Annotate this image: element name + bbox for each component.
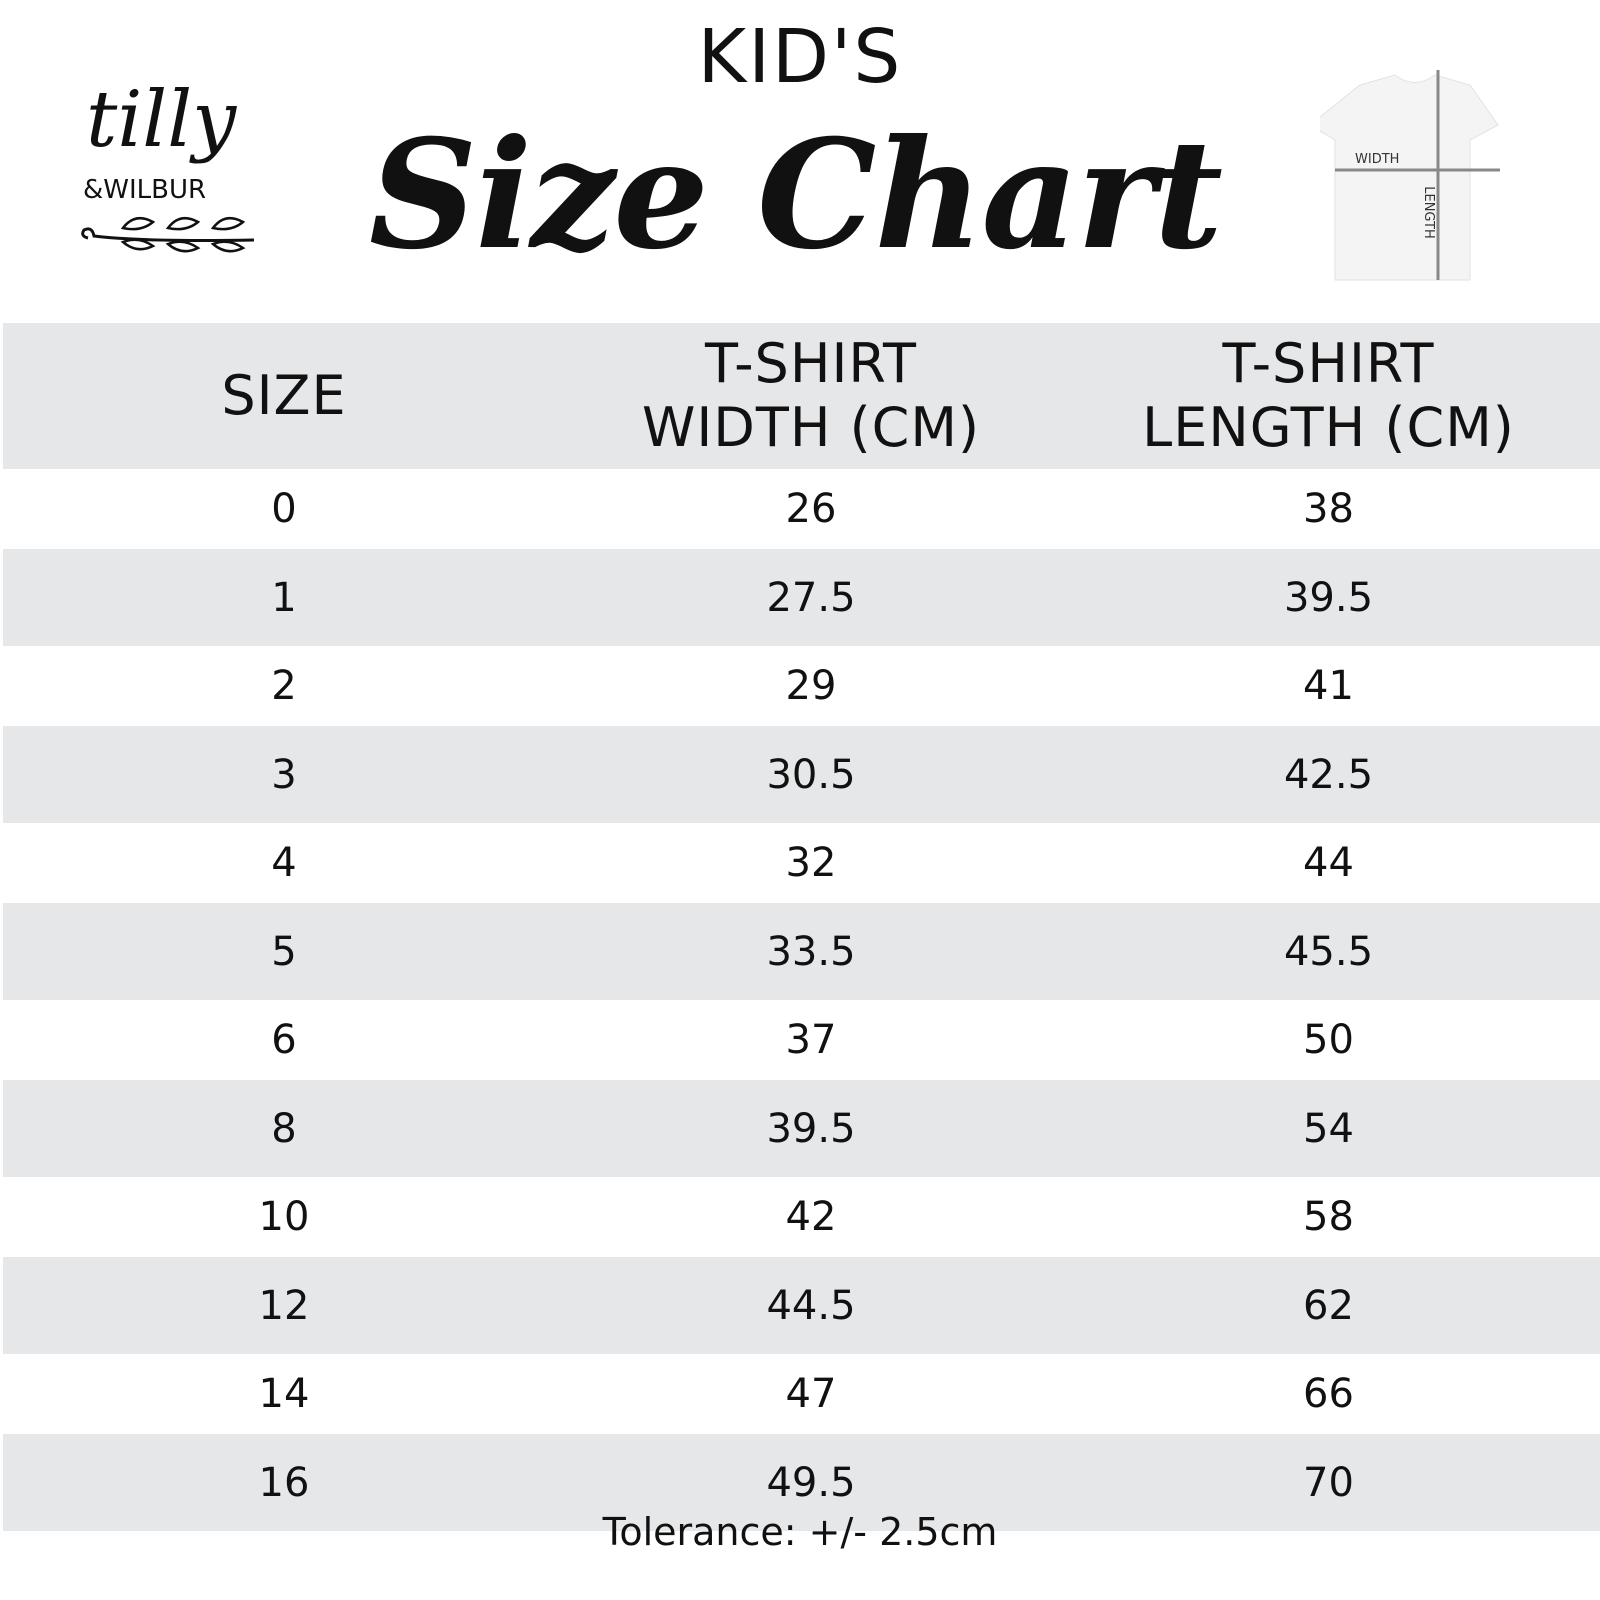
cell-width: 32 <box>565 823 1057 903</box>
table-row: 8 39.5 54 <box>3 1080 1600 1177</box>
cell-size: 10 <box>3 1177 565 1257</box>
cell-length: 41 <box>1057 646 1600 726</box>
cell-width: 29 <box>565 646 1057 726</box>
cell-size: 14 <box>3 1354 565 1434</box>
table-row: 6 37 50 <box>3 1000 1600 1080</box>
length-label: LENGTH <box>1420 186 1436 239</box>
cell-size: 6 <box>3 1000 565 1080</box>
cell-width: 33.5 <box>565 903 1057 1000</box>
cell-length: 58 <box>1057 1177 1600 1257</box>
tshirt-icon <box>1309 70 1500 281</box>
tolerance-note: Tolerance: +/- 2.5cm <box>602 1510 998 1554</box>
table-row: 0 26 38 <box>3 469 1600 549</box>
cell-width: 30.5 <box>565 726 1057 823</box>
cell-width: 37 <box>565 1000 1057 1080</box>
cell-width: 44.5 <box>565 1257 1057 1354</box>
table-row: 2 29 41 <box>3 646 1600 726</box>
cell-size: 5 <box>3 903 565 1000</box>
cell-width: 26 <box>565 469 1057 549</box>
cell-length: 44 <box>1057 823 1600 903</box>
header-length: T-SHIRT LENGTH (CM) <box>1057 323 1600 469</box>
table-row: 5 33.5 45.5 <box>3 903 1600 1000</box>
cell-size: 16 <box>3 1434 565 1531</box>
cell-length: 66 <box>1057 1354 1600 1434</box>
cell-length: 54 <box>1057 1080 1600 1177</box>
width-label: WIDTH <box>1355 152 1400 167</box>
header-size: SIZE <box>3 323 565 469</box>
table-row: 4 32 44 <box>3 823 1600 903</box>
size-table: SIZE T-SHIRT WIDTH (CM) T-SHIRT LENGTH (CM… <box>3 323 1600 1531</box>
cell-length: 42.5 <box>1057 726 1600 823</box>
cell-size: 4 <box>3 823 565 903</box>
page-title: Size Chart <box>368 107 1223 283</box>
logo-wordmark: &WILBUR <box>83 175 207 205</box>
logo-script: tilly <box>86 75 237 165</box>
cell-width: 39.5 <box>565 1080 1057 1177</box>
table-row: 14 47 66 <box>3 1354 1600 1434</box>
cell-length: 39.5 <box>1057 549 1600 646</box>
cell-length: 50 <box>1057 1000 1600 1080</box>
cell-width: 49.5 <box>565 1434 1057 1531</box>
cell-size: 8 <box>3 1080 565 1177</box>
cell-size: 2 <box>3 646 565 726</box>
table-header-row: SIZE T-SHIRT WIDTH (CM) T-SHIRT LENGTH (CM… <box>3 323 1600 469</box>
cell-length: 45.5 <box>1057 903 1600 1000</box>
table-row: 10 42 58 <box>3 1177 1600 1257</box>
header-width: T-SHIRT WIDTH (CM) <box>565 323 1057 469</box>
cell-length: 70 <box>1057 1434 1600 1531</box>
brand-logo: tilly &WILBUR <box>78 75 263 260</box>
leaf-branch-icon <box>81 216 255 253</box>
cell-width: 27.5 <box>565 549 1057 646</box>
table-row: 1 27.5 39.5 <box>3 549 1600 646</box>
cell-size: 1 <box>3 549 565 646</box>
cell-length: 62 <box>1057 1257 1600 1354</box>
cell-length: 38 <box>1057 469 1600 549</box>
table-row: 16 49.5 70 <box>3 1434 1600 1531</box>
cell-width: 47 <box>565 1354 1057 1434</box>
cell-size: 12 <box>3 1257 565 1354</box>
cell-size: 0 <box>3 469 565 549</box>
kicker: KID'S <box>697 14 903 100</box>
cell-width: 42 <box>565 1177 1057 1257</box>
cell-size: 3 <box>3 726 565 823</box>
tshirt-diagram: WIDTH LENGTH <box>1309 70 1500 285</box>
table-row: 12 44.5 62 <box>3 1257 1600 1354</box>
table-row: 3 30.5 42.5 <box>3 726 1600 823</box>
